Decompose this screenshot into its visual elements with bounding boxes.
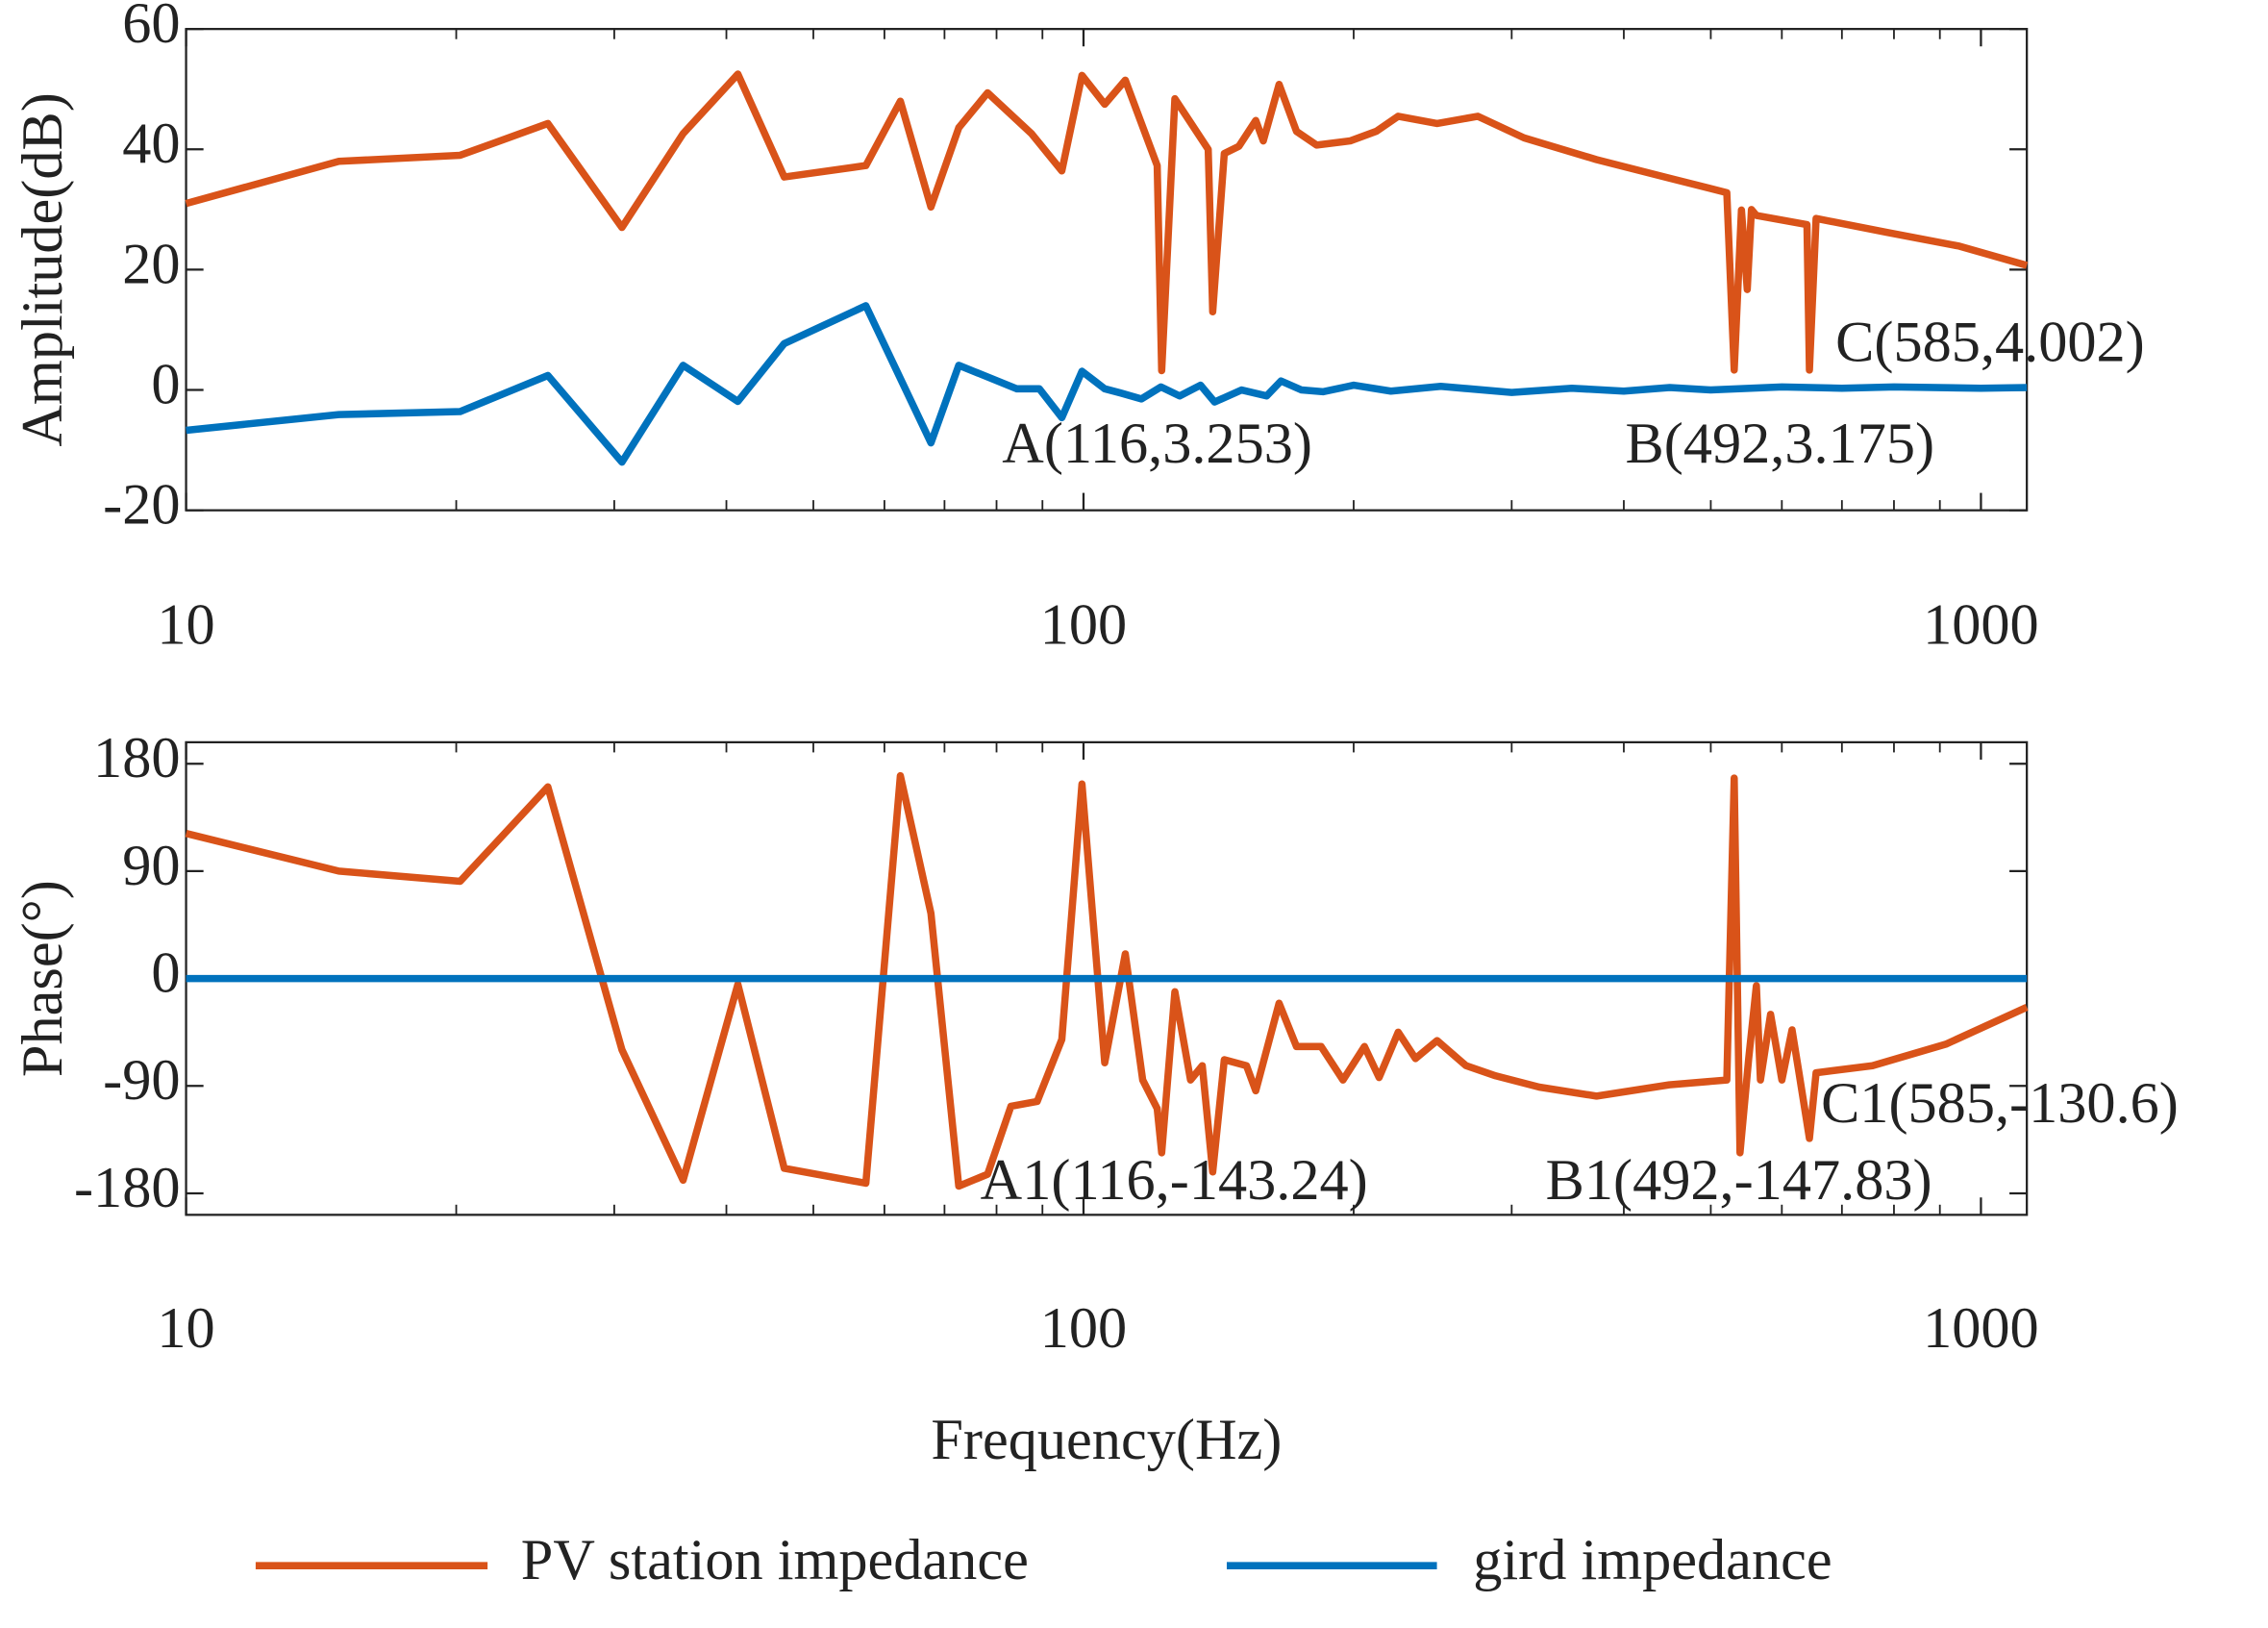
x-tick-label: 100 (1040, 593, 1127, 658)
x-tick-label: 10 (157, 1296, 214, 1361)
data-line (185, 70, 2029, 375)
y-tick-label: 60 (122, 0, 180, 56)
x-tick-label: 1000 (1923, 1296, 2039, 1361)
y-axis-label: Phase(°) (11, 880, 75, 1077)
x-tick-label: 10 (157, 593, 214, 658)
y-tick-label: 20 (122, 232, 180, 296)
data-line (186, 302, 2028, 466)
annotation: B1(492,-147.83) (1546, 1148, 1932, 1213)
x-axis-label: Frequency(Hz) (931, 1408, 1282, 1472)
x-tick-label: 1000 (1923, 593, 2039, 658)
y-tick-label: 90 (122, 834, 180, 898)
y-axis-label: Amplitude(dB) (11, 92, 75, 446)
data-line (185, 771, 2029, 1190)
legend-label: gird impedance (1473, 1528, 1832, 1592)
y-tick-label: -20 (103, 473, 180, 538)
y-tick-label: -180 (74, 1156, 181, 1220)
legend-label: PV station impedance (521, 1528, 1029, 1592)
annotation: C(585,4.002) (1835, 311, 2145, 375)
y-tick-label: 40 (122, 112, 180, 176)
y-tick-label: 180 (93, 726, 180, 790)
annotation: A(116,3.253) (1002, 412, 1312, 476)
y-tick-label: 0 (151, 352, 180, 416)
annotation: C1(585,-130.6) (1821, 1071, 2179, 1136)
annotation: A1(116,-143.24) (981, 1148, 1368, 1213)
annotation: B(492,3.175) (1626, 412, 1935, 476)
y-tick-label: -90 (103, 1048, 180, 1113)
y-tick-label: 0 (151, 940, 180, 1005)
x-tick-label: 100 (1040, 1296, 1127, 1361)
